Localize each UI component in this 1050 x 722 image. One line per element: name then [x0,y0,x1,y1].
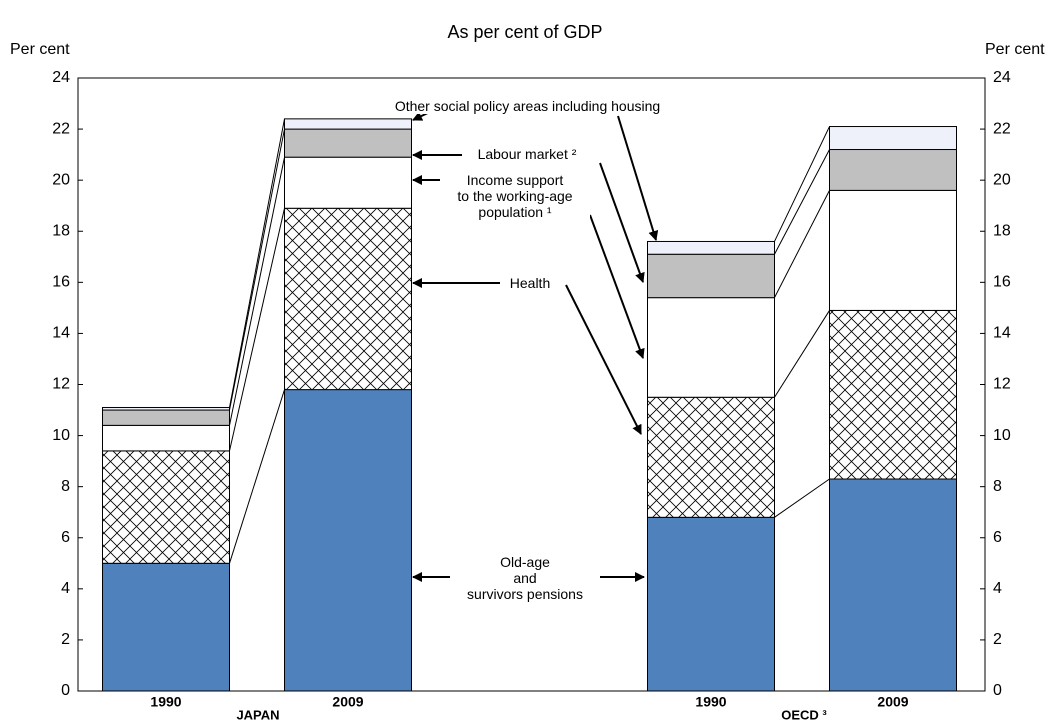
y-tick-label: 0 [61,682,70,699]
bar-segment [829,189,957,311]
arrow [589,214,645,359]
connector-line [229,208,285,452]
y2-tick-label: 12 [993,376,1011,393]
annotation: Other social policy areas including hous… [355,98,700,114]
y2-tick-label: 16 [993,274,1011,291]
x-tick-label: 1990 [150,694,181,710]
connector-line [229,118,285,408]
bar-segment [284,207,412,391]
y2-tick-label: 4 [993,580,1002,597]
bar-segment [284,128,412,158]
y-tick-label: 8 [61,478,70,495]
bar-segment [829,478,957,692]
y-tick-label: 16 [52,274,70,291]
arrow [599,162,645,283]
arrow [617,115,659,241]
y2-tick-label: 18 [993,222,1011,239]
y-tick-label: 10 [52,427,70,444]
bar-segment [829,149,957,191]
bar-segment [102,450,230,564]
y-tick-label: 2 [61,631,70,648]
arrow [565,284,642,435]
y2-tick-label: 20 [993,171,1011,188]
plot-frame [77,77,986,692]
y2-tick-label: 6 [993,529,1002,546]
plot: 0246810121416182022240246810121416182022… [52,69,1011,722]
y2-tick-label: 0 [993,682,1002,699]
y-tick-label: 18 [52,222,70,239]
y-axis-label: Per cent [10,41,70,58]
group-label: OECD ³ [781,707,827,722]
bar-segment [829,126,957,151]
y-tick-label: 12 [52,376,70,393]
x-tick-label: 1990 [695,694,726,710]
y-tick-label: 6 [61,529,70,546]
x-tick-label: 2009 [332,694,363,710]
connector-line [774,190,830,298]
y2-tick-label: 8 [993,478,1002,495]
annotation: Labour market ² [462,146,592,162]
connector-line [229,389,285,564]
bar-segment [647,253,775,299]
y-tick-label: 4 [61,580,70,597]
annotation: Old-age and survivors pensions [450,554,600,602]
connector-line [229,157,285,426]
bar-segment [284,118,412,130]
y2-axis-label: Per cent [985,41,1045,58]
group-label: JAPAN [236,707,279,722]
bar-segment [829,309,957,480]
bar-segment [102,409,230,426]
y-tick-label: 14 [52,325,70,342]
annotation: Health [500,275,560,291]
x-tick-label: 2009 [877,694,908,710]
bar-segment [647,516,775,692]
y-tick-label: 24 [52,69,70,86]
y2-tick-label: 24 [993,69,1011,86]
bar-segment [102,424,230,452]
y-tick-label: 20 [52,171,70,188]
bar-segment [284,156,412,209]
y2-tick-label: 2 [993,631,1002,648]
connector-line [229,128,285,411]
bar-segment [284,389,412,692]
bar-segment [647,297,775,398]
y-tick-label: 22 [52,120,70,137]
y2-tick-label: 14 [993,325,1011,342]
annotation: Income support to the working-age popula… [440,172,590,220]
connector-line [774,310,830,398]
chart-title: As per cent of GDP [447,22,602,42]
y2-tick-label: 22 [993,120,1011,137]
bar-segment [647,240,775,255]
bar-segment [102,406,230,411]
connector-line [774,478,830,518]
bar-segment [647,396,775,518]
y2-tick-label: 10 [993,427,1011,444]
connector-line [774,126,830,242]
connector-line [774,149,830,255]
bar-segment [102,562,230,692]
